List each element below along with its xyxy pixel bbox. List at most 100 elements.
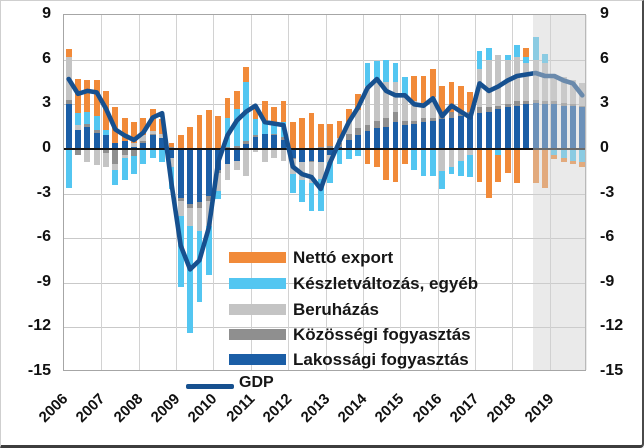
bar-segment <box>392 148 399 182</box>
year-separator-gridline <box>138 15 140 370</box>
y-axis-tick-label: -15 <box>600 362 624 379</box>
y-axis-tick-label: 6 <box>600 49 609 67</box>
gdp-line <box>66 70 585 272</box>
bar-segment <box>243 67 249 82</box>
bar-segment <box>289 122 296 149</box>
x-axis-year-label: 2013 <box>297 390 333 426</box>
bar-segment <box>224 148 231 164</box>
bar-segment <box>103 148 109 154</box>
bar-segment <box>149 148 156 158</box>
bar-segment <box>75 125 81 130</box>
bar-segment <box>560 105 567 149</box>
bar-segment <box>177 200 184 216</box>
bar-segment <box>504 104 511 108</box>
bar-segment <box>187 126 193 149</box>
x-axis-year-label: 2017 <box>446 390 483 426</box>
bar-segment <box>430 148 436 176</box>
bar-segment <box>495 108 502 149</box>
bar-segment <box>261 122 268 134</box>
bar-segment <box>411 148 418 170</box>
bar-segment <box>84 126 91 149</box>
bar-segment <box>345 139 352 149</box>
bar-segment <box>299 148 306 163</box>
bar-segment <box>373 128 380 149</box>
bar-segment <box>383 59 390 82</box>
bar-segment <box>327 145 334 149</box>
bar-segment <box>364 86 371 126</box>
y-axis-tick-label: -9 <box>36 272 51 290</box>
bar-segment <box>177 148 184 198</box>
bar-segment <box>504 107 511 149</box>
bar-segment <box>504 55 511 60</box>
x-axis-year-label: 2009 <box>147 390 184 426</box>
bar-segment <box>131 148 137 157</box>
bar-segment <box>84 111 91 124</box>
bar-segment <box>103 135 109 149</box>
bar-segment <box>271 148 278 158</box>
bar-segment <box>514 148 520 184</box>
bar-segment <box>280 136 287 140</box>
bar-segment <box>420 122 427 149</box>
year-separator-gridline <box>437 15 439 370</box>
bar-segment <box>532 59 539 100</box>
bar-segment <box>458 148 464 161</box>
bar-segment <box>570 105 576 149</box>
bar-segment <box>187 148 193 204</box>
bar-segment <box>205 196 212 201</box>
bar-segment <box>532 37 539 60</box>
bar-segment <box>551 75 558 102</box>
bar-segment <box>355 135 362 149</box>
bar-segment <box>65 99 72 105</box>
legend-label-gdp: GDP <box>239 374 274 391</box>
bar-segment <box>523 56 530 63</box>
bar-segment <box>327 123 334 146</box>
bar-segment <box>215 116 221 149</box>
bar-segment <box>233 148 240 161</box>
bar-segment <box>233 145 240 149</box>
year-separator-gridline <box>288 15 290 370</box>
gridline <box>64 327 585 329</box>
bar-segment <box>383 81 390 118</box>
bar-segment <box>103 129 109 136</box>
bar-segment <box>243 144 249 149</box>
bar-segment <box>252 135 259 137</box>
bar-segment <box>430 96 436 118</box>
bar-segment <box>560 102 567 106</box>
bar-segment <box>448 81 455 112</box>
bar-segment <box>439 148 446 172</box>
y-axis-tick-label: -6 <box>36 228 51 246</box>
bar-segment <box>215 190 221 200</box>
bar-segment <box>364 148 371 164</box>
bar-segment <box>308 183 315 212</box>
bar-segment <box>243 148 249 176</box>
bar-segment <box>551 148 558 155</box>
bar-segment <box>411 75 418 102</box>
bar-segment <box>289 174 296 194</box>
year-separator-gridline <box>512 15 514 370</box>
bar-segment <box>308 160 315 163</box>
bar-segment <box>65 148 72 188</box>
bar-segment <box>345 122 352 134</box>
bar-segment <box>205 110 212 149</box>
bar-segment <box>187 226 193 334</box>
bar-segment <box>532 99 539 103</box>
bar-segment <box>149 131 156 134</box>
bar-segment <box>140 117 147 136</box>
y-axis-tick-label: -3 <box>36 183 51 201</box>
y-axis-tick-label: 9 <box>42 5 51 22</box>
bar-segment <box>458 86 464 112</box>
bar-segment <box>336 120 343 139</box>
bar-segment <box>261 134 268 149</box>
bar-segment <box>187 203 193 209</box>
bar-segment <box>373 61 380 79</box>
bar-segment <box>233 90 240 109</box>
bar-segment <box>271 135 278 149</box>
x-axis-year-label: 2010 <box>185 390 221 426</box>
bar-segment <box>570 104 576 106</box>
bar-segment <box>149 135 156 149</box>
year-separator-gridline <box>549 15 551 370</box>
bar-segment <box>271 134 278 136</box>
year-separator-gridline <box>101 15 103 370</box>
bar-segment <box>579 105 586 108</box>
bar-segment <box>159 134 165 139</box>
